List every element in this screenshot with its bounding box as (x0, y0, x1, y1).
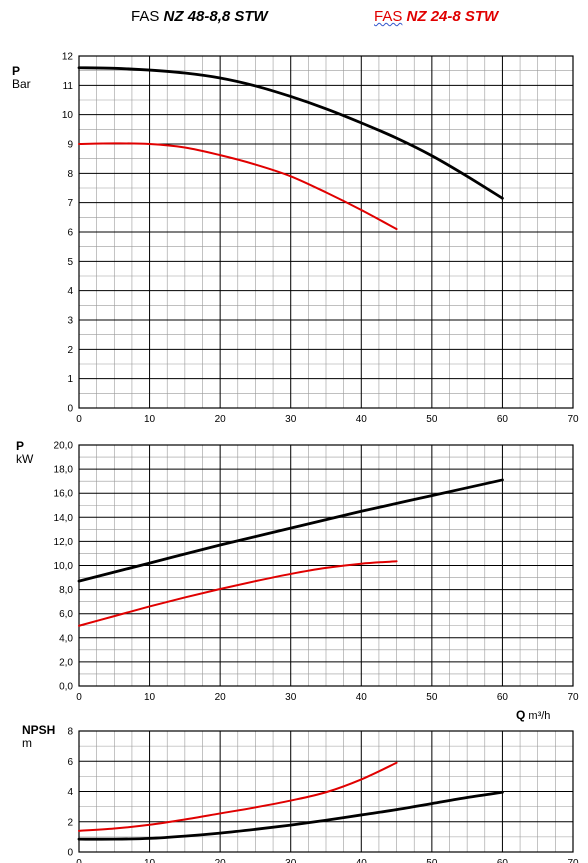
chart2-xlabel: Q m³/h (516, 708, 550, 722)
black-series-line (77, 66, 504, 200)
x-tick-label: 40 (356, 692, 368, 703)
y-tick-label: 16,0 (54, 489, 74, 500)
legend-black-series: FAS NZ 48-8,8 STW (131, 8, 268, 25)
y-tick-label: 0 (67, 848, 73, 859)
x-tick-label: 60 (497, 692, 509, 703)
y-tick-label: 1 (67, 374, 73, 385)
y-tick-label: 4 (67, 286, 73, 297)
chart2-xlabel-unit: m³/h (528, 710, 551, 722)
chart3-ylabel-unit: m (22, 736, 32, 750)
y-tick-label: 10,0 (54, 561, 74, 572)
legend-black-brand: FAS (131, 8, 160, 25)
x-tick-label: 70 (567, 692, 579, 703)
x-tick-label: 20 (215, 414, 227, 425)
y-tick-label: 14,0 (54, 513, 74, 524)
x-tick-label: 50 (426, 858, 438, 863)
y-tick-label: 8,0 (59, 585, 73, 596)
y-tick-label: 4 (67, 787, 73, 798)
x-tick-label: 70 (567, 858, 579, 863)
x-tick-label: 30 (285, 858, 297, 863)
x-tick-label: 70 (567, 414, 579, 425)
y-tick-label: 6,0 (59, 609, 73, 620)
y-tick-label: 4,0 (59, 633, 73, 644)
y-tick-label: 0 (67, 404, 73, 415)
y-tick-label: 8 (67, 169, 73, 180)
red-series-line (78, 560, 398, 627)
chart2-xlabel-symbol: Q (516, 708, 526, 722)
y-tick-label: 18,0 (54, 465, 74, 476)
x-tick-label: 0 (76, 692, 82, 703)
y-tick-label: 8 (67, 727, 73, 738)
legend-red-brand: FAS (374, 8, 403, 25)
chart3-ylabel: NPSH m (22, 724, 55, 750)
chart1-ylabel-symbol: P (12, 64, 21, 78)
x-tick-label: 30 (285, 692, 297, 703)
y-tick-label: 11 (63, 81, 74, 92)
plot-frame (78, 55, 574, 409)
chart1-ylabel: P Bar (12, 65, 31, 91)
x-tick-label: 0 (76, 414, 82, 425)
power-chart: 0,0 2,0 4,0 6,0 8,0 10,0 12,0 14,0 16,0 18,0 20,0 0… (54, 441, 579, 704)
legend-red-model: NZ 24-8 STW (406, 8, 499, 25)
black-series-line (77, 790, 504, 841)
chart2-ylabel: P kW (16, 440, 33, 466)
chart2-ylabel-symbol: P (16, 439, 25, 453)
legend-black-model: NZ 48-8,8 STW (163, 8, 268, 25)
x-tick-label: 20 (215, 692, 227, 703)
y-tick-label: 0,0 (59, 682, 73, 693)
chart1-ylabel-unit: Bar (12, 77, 31, 91)
y-tick-label: 20,0 (54, 441, 74, 452)
y-tick-label: 6 (67, 228, 73, 239)
x-tick-label: 30 (285, 414, 297, 425)
y-tick-label: 3 (67, 316, 73, 327)
red-series-line (78, 761, 398, 832)
y-tick-label: 7 (67, 198, 73, 209)
y-tick-label: 12,0 (54, 537, 74, 548)
x-tick-label: 10 (144, 692, 156, 703)
x-tick-label: 40 (356, 858, 368, 863)
y-tick-label: 2 (67, 817, 73, 828)
x-tick-label: 10 (144, 414, 156, 425)
black-series-line (77, 478, 504, 583)
y-tick-label: 6 (67, 757, 73, 768)
x-tick-label: 60 (497, 414, 509, 425)
y-tick-label: 2,0 (59, 657, 73, 668)
x-tick-label: 60 (497, 858, 509, 863)
x-tick-label: 0 (76, 858, 82, 863)
x-tick-label: 40 (356, 414, 368, 425)
red-series-line (78, 142, 398, 231)
y-tick-label: 12 (62, 52, 74, 63)
y-tick-label: 2 (67, 345, 73, 356)
plot-frame (78, 730, 574, 853)
x-tick-label: 50 (426, 692, 438, 703)
x-tick-label: 50 (426, 414, 438, 425)
y-tick-label: 5 (67, 257, 73, 268)
plot-frame (78, 444, 574, 687)
y-tick-label: 10 (62, 110, 74, 121)
chart2-ylabel-unit: kW (16, 452, 34, 466)
npsh-chart: 0 2 4 6 8 0 10 20 30 40 50 60 70 (67, 727, 579, 863)
x-tick-label: 20 (215, 858, 227, 863)
y-tick-label: 9 (67, 140, 73, 151)
chart3-ylabel-symbol: NPSH (22, 723, 56, 737)
legend-red-series: FAS NZ 24-8 STW (374, 8, 498, 25)
x-tick-label: 10 (144, 858, 156, 863)
